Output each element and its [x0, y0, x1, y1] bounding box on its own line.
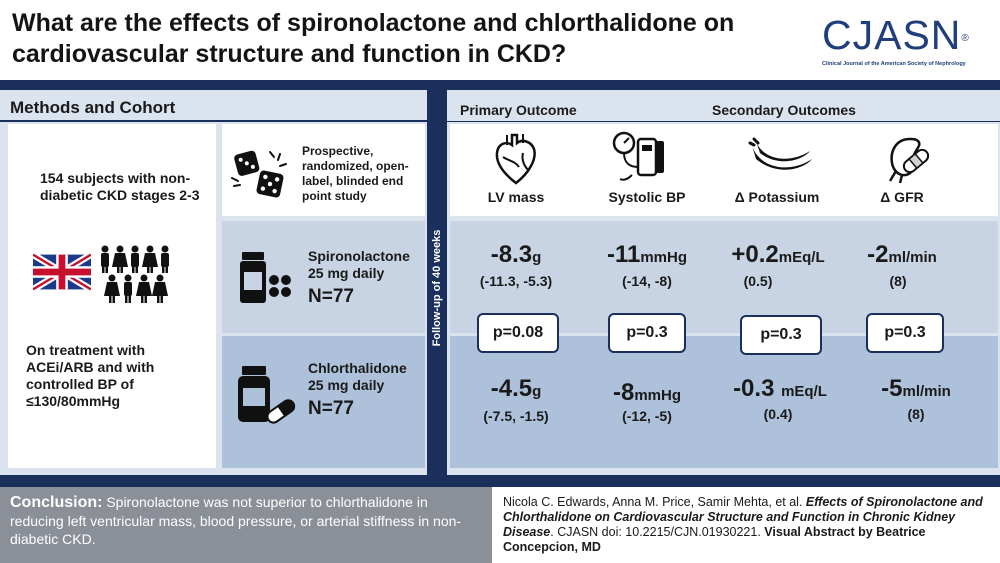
spironolactone-dose: 25 mg daily [308, 265, 385, 281]
value-unit: ml/min [888, 249, 937, 266]
chlor-systolic-bp-ci: (-12, -5) [622, 408, 672, 424]
chlor-lv-mass-ci: (-7.5, -1.5) [483, 408, 549, 424]
outcome-label-systolic-bp: Systolic BP [608, 189, 686, 205]
methods-section-title: Methods and Cohort [10, 98, 176, 117]
spiro-lv-mass-value: -8.3g [466, 241, 566, 269]
people-group-icon [101, 245, 169, 303]
conclusion-label: Conclusion: [10, 494, 103, 511]
value-unit: mmHg [634, 387, 681, 404]
page-title: What are the effects of spironolactone a… [12, 9, 735, 68]
treatment-description: On treatment with ACEi/ARB and with cont… [26, 342, 155, 409]
chlor-lv-mass-value: -4.5g [466, 375, 566, 403]
bottom-frame-bar [0, 475, 1000, 487]
value-number: -0.3 [733, 375, 782, 402]
p-value-gfr: p=0.3 [866, 313, 944, 353]
conclusion-box: Conclusion: Spironolactone was not super… [0, 487, 492, 563]
medicine-bottle-capsule-icon [238, 366, 296, 424]
chlorthalidone-n: N=77 [308, 398, 354, 419]
uk-flag-icon [33, 254, 91, 290]
chlor-potassium-ci: (0.4) [763, 406, 793, 422]
value-number: -8.3 [490, 241, 533, 268]
value-unit: g [532, 383, 542, 400]
bananas-icon [748, 137, 812, 170]
chlorthalidone-label: Chlorthalidone 25 mg daily [308, 360, 407, 394]
primary-outcome-header: Primary Outcome [460, 102, 577, 118]
value-unit: ml/min [902, 383, 951, 400]
spiro-systolic-bp-value: -11mmHg [592, 241, 702, 269]
chlor-potassium-value: -0.3 mEq/L [718, 375, 842, 403]
value-number: -2 [867, 241, 889, 268]
value-unit: mEq/L [778, 249, 825, 266]
citation-credit: Visual Abstract by Beatrice Concepcion, … [503, 525, 926, 554]
vertical-divider [427, 80, 447, 487]
top-frame-bar [0, 80, 1000, 90]
spiro-lv-mass-ci: (-11.3, -5.3) [479, 273, 553, 289]
spironolactone-n: N=77 [308, 286, 354, 307]
value-number: +0.2 [731, 241, 779, 268]
outcome-label-potassium: Δ Potassium [734, 189, 820, 205]
chlorthalidone-results-band [450, 336, 998, 468]
value-unit: g [532, 249, 542, 266]
p-value-potassium: p=0.3 [740, 315, 822, 355]
outcomes-header-rule [447, 121, 1000, 122]
citation-authors: Nicola C. Edwards, Anna M. Price, Samir … [503, 495, 806, 509]
logo-text: CJASN® [822, 12, 997, 58]
outcome-label-lv-mass: LV mass [487, 189, 545, 205]
chlor-systolic-bp-value: -8mmHg [592, 379, 702, 407]
outcome-label-gfr: Δ GFR [880, 189, 924, 205]
chlorthalidone-dose: 25 mg daily [308, 377, 385, 393]
chlor-gfr-ci: (8) [907, 406, 925, 422]
conclusion-text: Spironolactone was not superior to chlor… [10, 494, 462, 547]
kidney-icon [888, 137, 930, 183]
followup-label: Follow-up of 40 weeks [431, 229, 443, 347]
secondary-outcomes-header: Secondary Outcomes [712, 102, 856, 118]
value-unit: mmHg [640, 249, 688, 266]
value-number: -8 [612, 379, 635, 406]
methods-title-rule [0, 120, 427, 122]
cjasn-logo: CJASN® Clinical Journal of the American … [822, 12, 997, 74]
p-value-systolic-bp: p=0.3 [608, 313, 686, 353]
cohort-description: 154 subjects with non-diabetic CKD stage… [40, 170, 200, 203]
value-unit: mEq/L [781, 383, 827, 400]
value-number: -11 [606, 241, 641, 268]
spiro-potassium-ci: (0.5) [743, 273, 773, 289]
value-number: -5 [881, 375, 903, 402]
citation-doi: . CJASN doi: 10.2215/CJN.01930221. [550, 525, 765, 539]
heart-icon [495, 133, 536, 185]
logo-wordmark: CJASN [822, 12, 962, 58]
blood-pressure-monitor-icon [612, 131, 664, 181]
spiro-potassium-value: +0.2mEq/L [718, 241, 838, 269]
spironolactone-name: Spironolactone [308, 248, 410, 264]
citation-article-title: Effects of Spironolactone and Chlorthali… [503, 495, 983, 539]
study-design-text: Prospective, randomized, open-label, bli… [302, 144, 409, 203]
dice-icon [231, 150, 287, 198]
spiro-systolic-bp-ci: (-14, -8) [622, 273, 672, 289]
logo-subtitle: Clinical Journal of the American Society… [822, 61, 966, 67]
chlor-gfr-value: -5ml/min [866, 375, 966, 403]
citation: Nicola C. Edwards, Anna M. Price, Samir … [503, 495, 995, 555]
logo-registered-mark: ® [961, 33, 970, 44]
spironolactone-label: Spironolactone 25 mg daily [308, 248, 410, 282]
spiro-gfr-value: -2ml/min [852, 241, 952, 269]
value-number: -4.5 [490, 375, 533, 402]
chlorthalidone-name: Chlorthalidone [308, 360, 407, 376]
pill-bottle-icon [240, 252, 291, 303]
p-value-lv-mass: p=0.08 [477, 313, 559, 353]
spiro-gfr-ci: (8) [889, 273, 907, 289]
